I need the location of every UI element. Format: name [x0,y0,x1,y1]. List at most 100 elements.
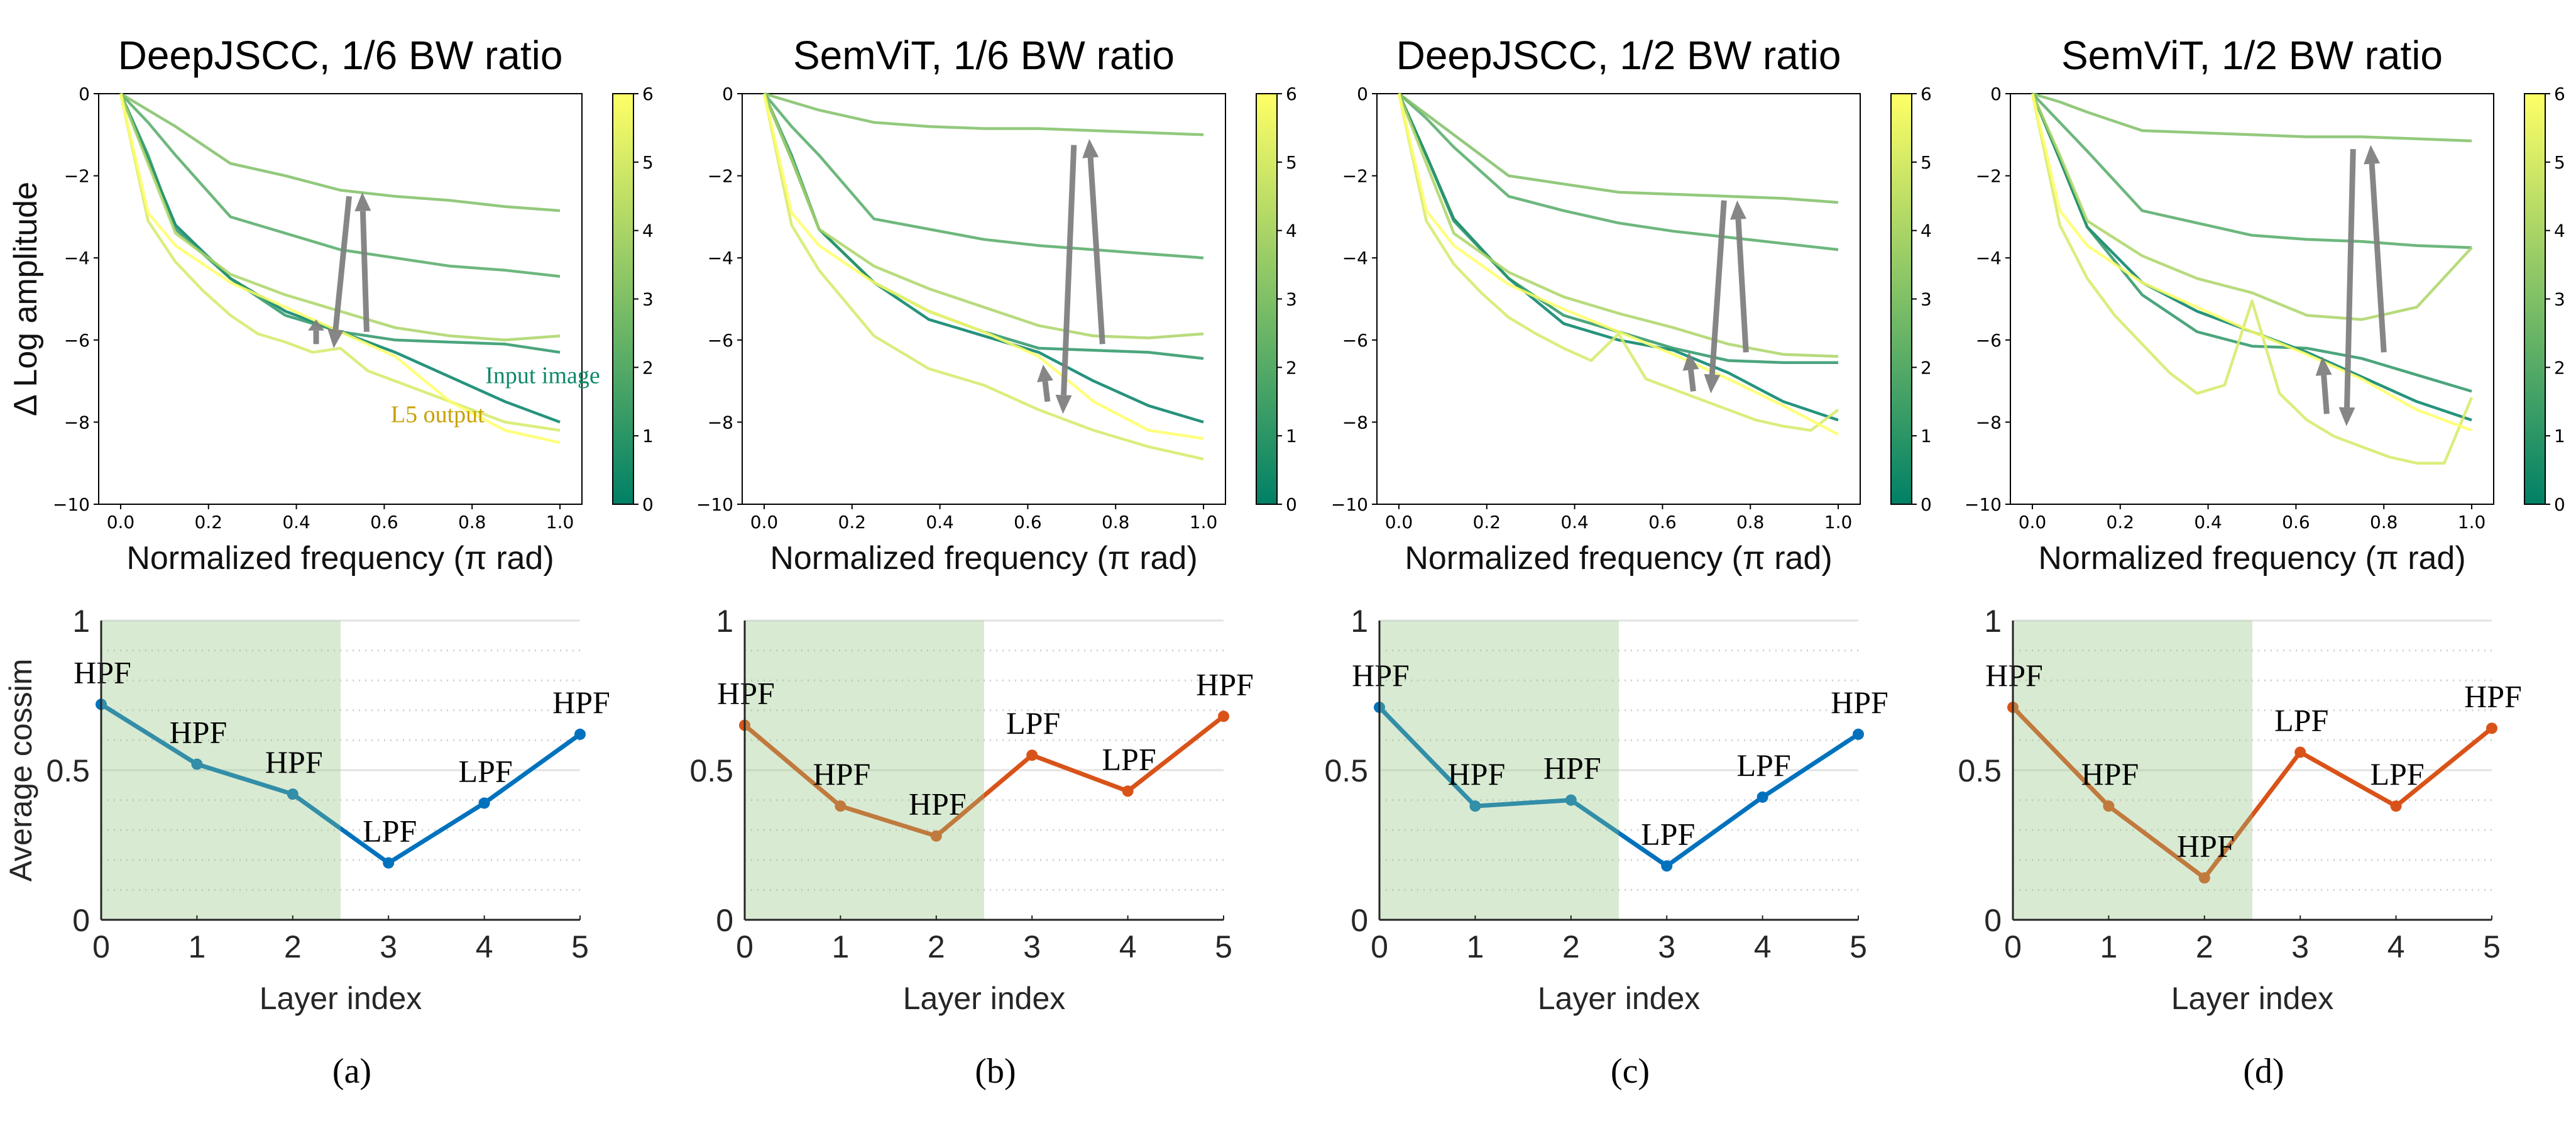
point-label: LPF [363,814,417,849]
series-line-layer-6 [2031,93,2472,432]
arrow-shaft [1735,219,1749,353]
x-tick-label: 3 [1023,929,1041,964]
colorbar-tick-label: 4 [2554,221,2565,241]
point-label: LPF [1641,816,1695,851]
colorbar-tick-label: 6 [2554,84,2565,104]
chart-title: DeepJSCC, 1/2 BW ratio [1396,33,1841,78]
x-tick-label: 5 [1215,929,1232,964]
colorbar-tick-label: 1 [2554,426,2565,446]
cossim-chart-b: HPF HPF HPF LPF LPF HPF 0 0.5 1 0 1 2 3 4 5 Layer index [689,604,1253,1016]
series-line-layer-4 [762,93,1204,340]
x-tick-label: 0.0 [1385,512,1413,533]
x-tick-label: 0.0 [2019,512,2047,533]
series-line-layer-4 [119,93,561,342]
x-tick-label: 1 [1466,929,1484,964]
x-tick-label: 4 [1754,929,1772,964]
x-tick-label: 1.0 [2458,512,2486,533]
cossim-point [383,857,395,869]
colorbar-tick-label: 6 [642,84,654,104]
y-tick-label: −8 [64,412,90,433]
x-tick-label: 0 [2004,929,2022,964]
y-tick-label: 0 [716,903,733,938]
colorbar-tick-label: 0 [1921,494,1932,515]
x-tick-label: 0.2 [1473,512,1501,533]
colorbar-tick-label: 3 [1921,289,1932,310]
x-tick-label: 2 [1562,929,1580,964]
y-tick-label: 1 [72,604,90,639]
subfigure-caption: (d) [2243,1052,2284,1091]
x-axis-label: Normalized frequency (π rad) [126,540,554,577]
arrow-head [2315,356,2332,376]
x-tick-label: 0.8 [2370,512,2398,533]
x-axis-label: Layer index [260,981,422,1016]
arrow-shaft [1061,145,1077,395]
cossim-point [1469,800,1481,812]
x-tick-label: 1 [2100,929,2117,964]
x-tick-label: 0.4 [926,512,954,533]
series-line-layer-5 [762,93,1204,461]
cossim-point [1218,710,1229,722]
colorbar [1256,93,1278,505]
colorbar-tick-label: 4 [1921,221,1932,241]
y-tick-label: 1 [1351,604,1368,639]
cossim-point [1565,794,1577,806]
x-tick-label: 2 [284,929,302,964]
y-tick-label: −6 [708,330,733,351]
arrow-head [327,328,344,348]
x-tick-label: 0.6 [1014,512,1042,533]
shaded-region [1379,621,1619,920]
series-line-layer-6 [1397,93,1839,436]
series-line-layer-1 [2031,93,2472,393]
cossim-point [2103,800,2115,812]
y-tick-label: 0.5 [46,753,90,788]
y-tick-label: 0 [1351,903,1368,938]
point-label: HPF [813,756,871,792]
y-tick-label: −2 [1342,166,1368,187]
spectrum-chart-a: DeepJSCC, 1/6 BW ratio 0 −2 −4 −6 −8 −10 0.0 0.2… [8,33,654,577]
y-tick-label: 0 [1990,84,2002,104]
arrow-head [1730,200,1746,220]
x-tick-label: 3 [1658,929,1675,964]
cossim-line [1378,705,1860,868]
series-line-layer-1 [119,93,561,354]
cossim-chart-d: HPF HPF HPF LPF LPF HPF 0 0.5 1 0 1 2 3 4 5 Layer index [1958,604,2521,1016]
cossim-line [2011,705,2494,880]
series-line-layer-2 [1398,92,1839,251]
cossim-point [1661,860,1673,872]
x-tick-label: 1.0 [1824,512,1853,533]
x-tick-label: 2 [928,929,945,964]
cossim-point [1026,749,1038,761]
colorbar-tick-label: 1 [642,426,654,446]
arrow-shaft [1087,157,1105,345]
y-tick-label: −4 [708,248,733,268]
x-tick-label: 0.4 [282,512,310,533]
x-tick-label: 0.8 [1102,512,1130,533]
point-label: HPF [2177,828,2235,863]
series-line-layer-5 [2031,93,2474,465]
colorbar [1890,93,1912,505]
cossim-point [478,797,490,809]
y-tick-label: −6 [1976,330,2002,351]
colorbar-tick-label: 2 [2554,357,2565,378]
y-tick-label: −8 [708,412,733,433]
shaded-region [745,621,984,920]
x-tick-label: 5 [1850,929,1867,964]
spectrum-chart-d: SemViT, 1/2 BW ratio 0 −2 −4 −6 −8 −10 0.0 0.2 0.… [1965,33,2565,577]
arrow-shaft [2321,375,2330,414]
y-tick-label: −4 [64,248,90,268]
colorbar-tick-label: 4 [1286,221,1297,241]
x-tick-label: 5 [2483,929,2501,964]
y-tick-label: −10 [53,494,90,515]
cossim-line [743,714,1225,839]
point-label: LPF [1737,748,1791,783]
y-tick-label: 0 [72,903,90,938]
arrow-head [1055,394,1072,414]
arrow-head [354,192,371,212]
x-tick-label: 0.2 [2107,512,2135,533]
series-line-layer-3 [764,92,1204,136]
y-tick-label: 1 [716,604,733,639]
series-line-layer-6 [119,93,561,445]
point-label: HPF [552,685,610,720]
x-tick-label: 4 [1119,929,1137,964]
series-line-layer-3 [2032,92,2472,143]
